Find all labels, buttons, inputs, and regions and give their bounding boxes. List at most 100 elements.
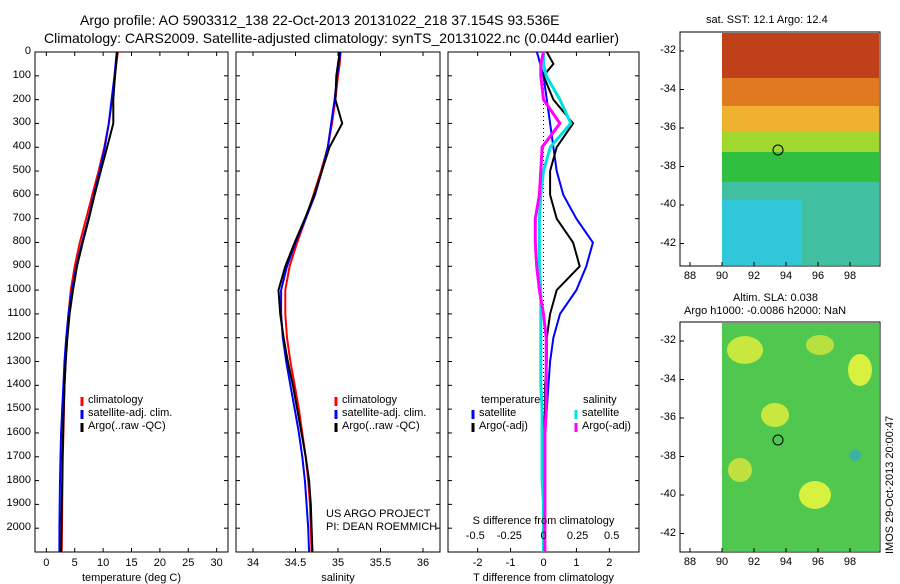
legend-label: Argo(-adj) (479, 420, 528, 432)
y-tick-label: 1500 (6, 402, 31, 415)
top-x-axis-label: S difference from climatology (472, 515, 615, 527)
x-tick-label: -2 (472, 557, 483, 569)
map-x-tick-label: 96 (811, 556, 825, 568)
legend-label: satellite-adj. clim. (88, 407, 173, 419)
map-x-tick-label: 98 (843, 556, 857, 568)
argo-location-marker-sla (772, 434, 784, 446)
x-tick-label: 35 (331, 557, 345, 569)
x-tick-label: -1 (505, 557, 516, 569)
x-tick-label: 0 (43, 557, 50, 569)
map-y-tick-label: -34 (660, 82, 676, 95)
y-tick-label: 2000 (6, 521, 31, 534)
legend-label: satellite (582, 407, 620, 419)
map-y-tick-label: -36 (660, 411, 676, 423)
sla-map (679, 321, 881, 553)
map-y-tick-label: -36 (660, 121, 676, 133)
x-tick-label: 30 (210, 557, 223, 569)
x-tick-label: 0 (540, 557, 547, 569)
x-axis-label: T difference from climatology (473, 572, 614, 584)
top-x-tick-label: -0.5 (465, 530, 485, 542)
legend-label: Argo(-adj) (582, 420, 631, 432)
series-line-satellite-adj-clim- (58, 51, 118, 552)
imos-timestamp: IMOS 29-Oct-2013 20:00:47 (884, 415, 896, 554)
y-tick-label: 400 (12, 140, 31, 153)
y-tick-label: 500 (12, 164, 31, 177)
y-tick-label: 1000 (6, 283, 31, 296)
y-tick-label: 300 (12, 116, 31, 129)
x-tick-label: 20 (153, 557, 166, 569)
x-tick-label: 2 (606, 557, 613, 569)
series-line-argo-adj- (542, 51, 581, 552)
series-line-argo-raw-qc- (60, 51, 119, 553)
map-y-tick-label: -40 (660, 488, 676, 500)
y-tick-label: 1400 (6, 378, 31, 391)
y-tick-label: 600 (12, 187, 31, 200)
x-tick-label: 1 (573, 557, 580, 569)
title-line-2: Climatology: CARS2009. Satellite-adjuste… (44, 30, 620, 46)
legend-label: climatology (342, 394, 398, 406)
map-y-tick-label: -40 (660, 198, 676, 210)
pi-note: PI: DEAN ROEMMICH (326, 521, 438, 533)
map-y-tick-label: -42 (660, 526, 676, 539)
legend-header-salinity: salinity (583, 394, 617, 406)
x-tick-label: 5 (71, 557, 78, 569)
sst-map (679, 31, 881, 267)
sla-map-title-2: Argo h1000: -0.0086 h2000: NaN (684, 305, 847, 317)
series-line-climatology (284, 51, 342, 553)
map-y-tick-label: -32 (660, 44, 676, 56)
project-note: US ARGO PROJECT (326, 508, 431, 520)
y-tick-label: 1700 (6, 449, 31, 462)
x-tick-label: 34.5 (284, 557, 307, 569)
legend-label: Argo(..raw -QC) (88, 420, 166, 432)
argo-location-marker (772, 144, 784, 156)
map-y-tick-label: -42 (660, 236, 676, 249)
series-line-satellite-adj-clim- (280, 51, 342, 553)
x-tick-label: 36 (416, 557, 430, 569)
top-x-tick-label: 0.25 (566, 530, 589, 542)
map-x-tick-label: 92 (747, 270, 761, 282)
map-x-tick-label: 96 (811, 270, 825, 282)
map-x-tick-label: 88 (683, 556, 697, 568)
map-x-tick-label: 94 (779, 270, 793, 282)
top-x-tick-label: 0.5 (604, 530, 620, 542)
y-tick-label: 0 (24, 45, 31, 57)
sla-map-title-1: Altim. SLA: 0.038 (733, 292, 818, 304)
y-tick-label: 1600 (6, 425, 31, 438)
y-tick-label: 800 (12, 235, 31, 248)
series-line-argo-raw-qc- (277, 51, 344, 553)
y-tick-label: 1100 (7, 306, 31, 319)
y-tick-label: 700 (12, 211, 31, 224)
map-y-tick-label: -38 (660, 159, 676, 172)
y-tick-label: 1800 (6, 473, 31, 486)
map-y-tick-label: -32 (660, 334, 676, 346)
x-tick-label: 15 (125, 557, 138, 569)
y-tick-label: 1300 (6, 354, 31, 367)
series-line-argo-adj- (533, 51, 562, 552)
y-tick-label: 1900 (6, 497, 31, 510)
map-x-tick-label: 92 (747, 556, 761, 568)
y-tick-label: 900 (12, 259, 31, 272)
x-tick-label: 35.5 (369, 557, 392, 569)
legend-header-temperature: temperature (481, 394, 541, 406)
x-axis-label: salinity (321, 572, 355, 584)
legend-label: climatology (88, 394, 144, 406)
legend-label: satellite (479, 407, 517, 419)
legend-label: Argo(..raw -QC) (342, 420, 420, 432)
map-y-tick-label: -38 (660, 449, 676, 462)
map-x-tick-label: 98 (843, 270, 857, 282)
map-x-tick-label: 90 (715, 556, 729, 568)
top-x-tick-label: 0 (540, 530, 547, 542)
y-tick-label: 1200 (6, 330, 31, 343)
x-tick-label: 34 (246, 557, 260, 569)
y-tick-label: 200 (12, 92, 31, 105)
map-x-tick-label: 90 (715, 270, 729, 282)
map-x-tick-label: 94 (779, 556, 793, 568)
top-x-tick-label: -0.25 (496, 530, 522, 542)
x-tick-label: 25 (182, 557, 195, 569)
x-tick-label: 10 (96, 557, 110, 569)
sst-map-title: sat. SST: 12.1 Argo: 12.4 (706, 14, 828, 26)
x-axis-label: temperature (deg C) (81, 572, 182, 584)
legend-label: satellite-adj. clim. (342, 407, 427, 419)
map-y-tick-label: -34 (660, 372, 676, 385)
